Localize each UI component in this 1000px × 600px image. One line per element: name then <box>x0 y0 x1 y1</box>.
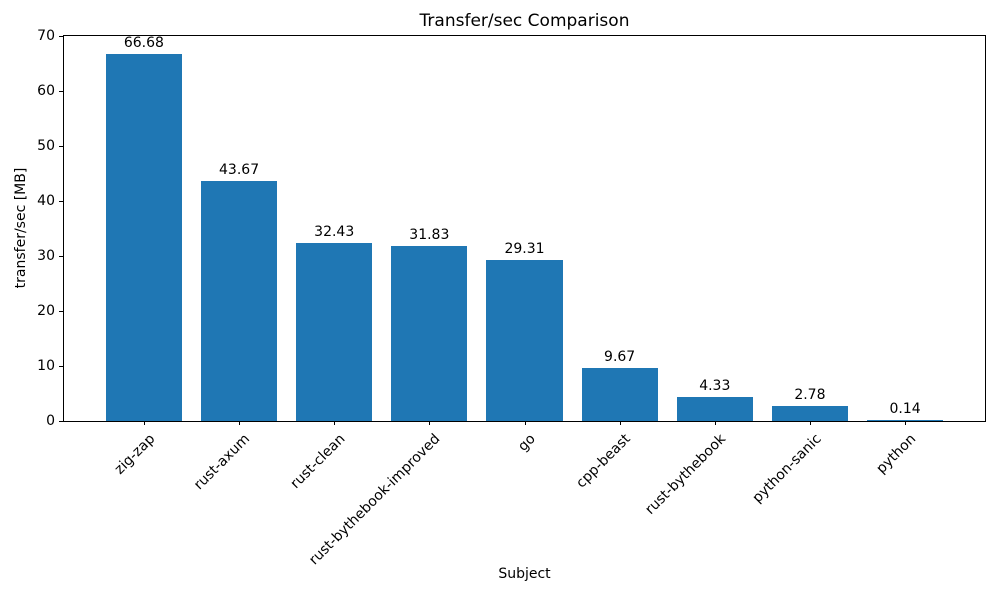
x-tick-mark <box>143 421 145 425</box>
x-tick-label-go: go <box>515 431 539 455</box>
bar-python-sanic <box>771 405 848 421</box>
x-tick-mark <box>239 421 241 425</box>
bar-rust-bythebook <box>676 397 753 421</box>
x-tick-label-python: python <box>873 431 920 477</box>
bar-value-label: 66.68 <box>123 35 164 52</box>
y-tick-mark <box>59 256 63 257</box>
x-tick-mark <box>524 421 526 425</box>
x-tick-mark <box>619 421 621 425</box>
y-tick-label: 20 <box>37 303 55 319</box>
x-tick-mark <box>809 421 811 425</box>
y-tick-mark <box>59 146 63 147</box>
y-tick-mark <box>59 201 63 202</box>
y-axis-label: transfer/sec [MB] <box>13 167 29 289</box>
x-tick-label-python-sanic: python-sanic <box>749 431 825 507</box>
bar-value-label: 43.67 <box>219 161 260 178</box>
bar-rust-axum <box>201 180 278 421</box>
bar-cpp-beast <box>581 367 658 421</box>
x-tick-label-zig-zap: zig-zap <box>111 431 159 478</box>
x-tick-label-rust-axum: rust-axum <box>191 431 254 494</box>
x-tick-mark <box>714 421 716 425</box>
bar-value-label: 0.14 <box>889 401 921 418</box>
x-tick-mark <box>334 421 336 425</box>
x-tick-label-rust-bythebook: rust-bythebook <box>642 431 730 518</box>
y-tick-mark <box>59 366 63 367</box>
y-tick-label: 60 <box>37 83 55 99</box>
chart-title: Transfer/sec Comparison <box>419 11 630 31</box>
bar-value-label: 2.78 <box>794 386 826 403</box>
x-tick-mark <box>429 421 431 425</box>
y-tick-label: 70 <box>37 28 55 44</box>
bar-value-label: 4.33 <box>699 378 731 395</box>
x-axis-label: Subject <box>498 566 551 582</box>
y-tick-label: 0 <box>46 413 55 429</box>
bar-value-label: 31.83 <box>409 226 450 243</box>
y-tick-label: 40 <box>37 193 55 209</box>
x-tick-label-rust-clean: rust-clean <box>287 431 349 492</box>
bar-value-label: 32.43 <box>314 223 355 240</box>
y-tick-label: 30 <box>37 248 55 264</box>
bar-zig-zap <box>105 54 182 421</box>
bar-go <box>486 259 563 421</box>
y-tick-mark <box>59 311 63 312</box>
bar-value-label: 29.31 <box>504 240 545 257</box>
plot-area: 66.68 zig-zap 43.67 rust-axum 32.43 rust-clea… <box>37 28 986 568</box>
y-tick-mark <box>59 36 63 37</box>
bar-rust-bythebook-improved <box>391 245 468 421</box>
y-tick-mark <box>59 421 63 422</box>
y-tick-label: 50 <box>37 138 55 154</box>
bar-value-label: 9.67 <box>604 348 636 365</box>
x-tick-label-cpp-beast: cpp-beast <box>573 431 634 492</box>
bar-rust-clean <box>296 242 373 421</box>
x-tick-mark <box>905 421 907 425</box>
y-tick-mark <box>59 91 63 92</box>
bar-python <box>867 420 944 421</box>
y-tick-label: 10 <box>37 358 55 374</box>
